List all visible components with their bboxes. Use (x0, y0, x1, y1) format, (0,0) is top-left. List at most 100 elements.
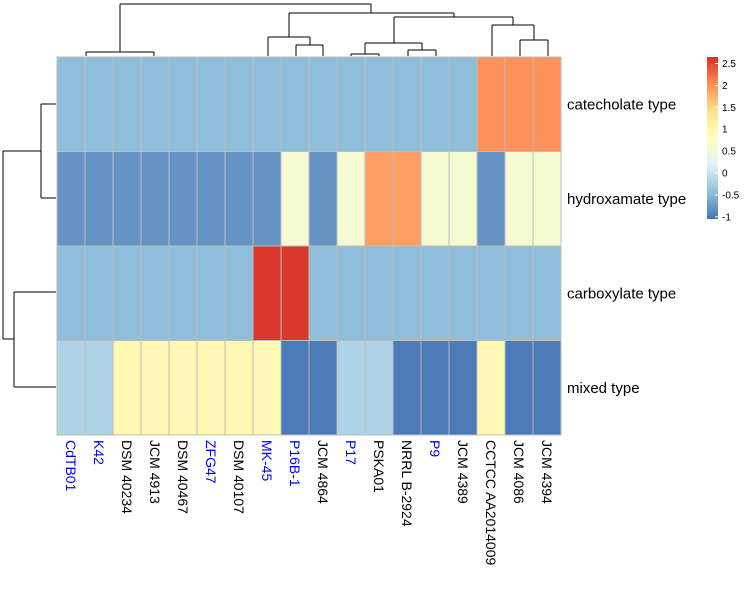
heatmap-cell (532, 245, 562, 341)
heatmap-cell (140, 151, 170, 247)
heatmap-cell (252, 245, 282, 341)
heatmap-cell (392, 245, 422, 341)
heatmap-cell (392, 340, 422, 436)
column-label: JCM 4913 (147, 440, 163, 504)
heatmap-cell (224, 56, 254, 152)
heatmap-cell (308, 245, 338, 341)
column-label: DSM 40234 (119, 440, 135, 514)
heatmap-cell (420, 151, 450, 247)
row-label: carboxylate type (567, 285, 676, 302)
row-label: mixed type (567, 380, 640, 397)
column-label: ZFG47 (203, 440, 219, 484)
row-label: catecholate type (567, 96, 676, 113)
heatmap-cell (308, 151, 338, 247)
heatmap-cell (448, 340, 478, 436)
heatmap-cell (224, 245, 254, 341)
column-label: DSM 40467 (175, 440, 191, 514)
heatmap-cell (504, 245, 534, 341)
heatmap-cell (420, 56, 450, 152)
column-label: CCTCC AA2014009 (483, 440, 499, 566)
column-label: K42 (91, 440, 107, 465)
column-label: NRRL B-2924 (399, 440, 415, 527)
color-scale-tick-label: 2 (722, 81, 728, 92)
heatmap-cell (532, 56, 562, 152)
column-label: P17 (343, 440, 359, 465)
column-label: JCM 4394 (539, 440, 555, 504)
column-label: CdTB01 (63, 440, 79, 492)
heatmap-cell (168, 245, 198, 341)
heatmap-cell (420, 340, 450, 436)
heatmap-cell (308, 56, 338, 152)
column-labels: CdTB01 K42 DSM 40234 JCM 4913 DSM 40467 ZFG47… (63, 440, 555, 566)
heatmap-cell (420, 245, 450, 341)
column-label: JCM 4086 (511, 440, 527, 504)
heatmap-cell (224, 151, 254, 247)
heatmap-cell (280, 340, 310, 436)
heatmap-cell (364, 56, 394, 152)
column-label: JCM 4389 (455, 440, 471, 504)
color-scale-tick-label: -0.5 (722, 190, 740, 201)
heatmap-cell (196, 245, 226, 341)
column-label: JCM 4864 (315, 440, 331, 504)
heatmap-cell (112, 340, 142, 436)
color-scale-tick-label: 0 (722, 169, 728, 180)
heatmap-cell (364, 245, 394, 341)
heatmap-cell (504, 151, 534, 247)
heatmap-cell (196, 56, 226, 152)
heatmap-cell (476, 56, 506, 152)
row-label: hydroxamate type (567, 191, 686, 208)
heatmap-cells (56, 56, 562, 436)
heatmap-cell (280, 56, 310, 152)
heatmap-cell (112, 245, 142, 341)
heatmap-cell (448, 151, 478, 247)
heatmap-cell (140, 56, 170, 152)
heatmap-cell (448, 245, 478, 341)
heatmap-cell (392, 56, 422, 152)
heatmap-cell (364, 151, 394, 247)
heatmap-cell (532, 340, 562, 436)
column-label: P9 (427, 440, 443, 457)
heatmap-cell (336, 245, 366, 341)
heatmap-cell (84, 340, 114, 436)
heatmap-cell (308, 340, 338, 436)
heatmap-cell (504, 340, 534, 436)
column-label: MK-45 (259, 440, 275, 481)
heatmap-cell (112, 151, 142, 247)
column-label: PSKA01 (371, 440, 387, 493)
heatmap-cell (140, 245, 170, 341)
column-label: DSM 40107 (231, 440, 247, 514)
heatmap-cell (364, 340, 394, 436)
heatmap-cell (168, 151, 198, 247)
color-scale-bar (707, 57, 718, 219)
heatmap-cell (112, 56, 142, 152)
heatmap-cell (336, 340, 366, 436)
heatmap-cell (252, 151, 282, 247)
heatmap-cell (168, 340, 198, 436)
color-scale-tick-label: 1.5 (722, 103, 736, 114)
heatmap-cell (252, 56, 282, 152)
heatmap-cell (56, 56, 86, 152)
heatmap-cell (56, 340, 86, 436)
heatmap-cell (56, 151, 86, 247)
heatmap-cell (84, 151, 114, 247)
row-labels: catecholate type hydroxamate type carboxyl… (567, 96, 686, 397)
color-scale-tick-label: 0.5 (722, 147, 736, 158)
heatmap-cell (336, 151, 366, 247)
heatmap-cell (196, 340, 226, 436)
heatmap-cell (476, 340, 506, 436)
heatmap-cell (532, 151, 562, 247)
heatmap-cell (476, 245, 506, 341)
column-label: P16B-1 (287, 440, 303, 487)
heatmap-cell (252, 340, 282, 436)
heatmap-cell (56, 245, 86, 341)
heatmap-cell (336, 56, 366, 152)
heatmap-cell (280, 151, 310, 247)
color-scale-tick-label: 1 (722, 125, 728, 136)
row-dendrogram (2, 103, 56, 388)
column-dendrogram (85, 3, 549, 56)
color-scale-tick-label: -1 (722, 212, 731, 223)
heatmap-cell (196, 151, 226, 247)
heatmap-cell (448, 56, 478, 152)
color-scale-tick-label: 2.5 (722, 59, 736, 70)
